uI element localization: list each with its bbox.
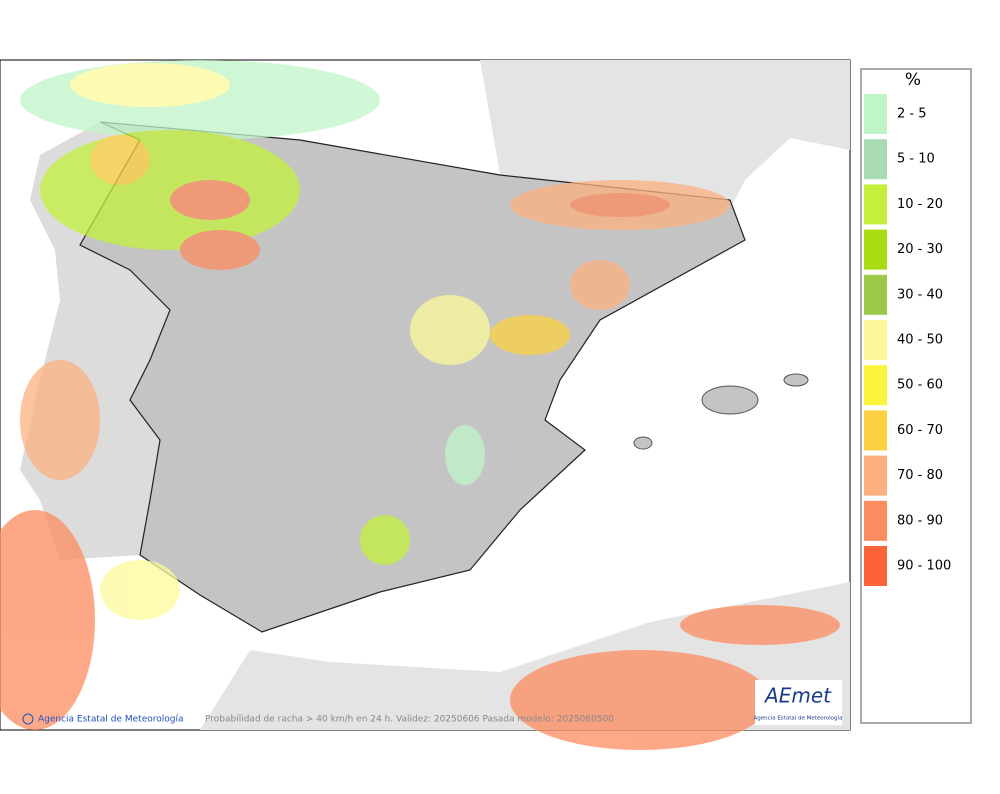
legend-swatch bbox=[864, 546, 887, 586]
footer-caption: Probabilidad de racha > 40 km/h en 24 h.… bbox=[205, 715, 614, 725]
legend-title: % bbox=[905, 70, 921, 90]
legend-swatch bbox=[864, 500, 887, 541]
legend-label: 90 - 100 bbox=[897, 559, 951, 574]
logo-subtitle: Agencia Estatal de Meteorología bbox=[754, 715, 843, 722]
legend-swatch bbox=[864, 455, 887, 496]
legend-swatch bbox=[864, 274, 887, 315]
legend-swatch bbox=[864, 365, 887, 406]
legend-label: 20 - 30 bbox=[897, 242, 943, 257]
france-land bbox=[480, 60, 850, 205]
island bbox=[701, 385, 759, 415]
legend-label: 60 - 70 bbox=[897, 423, 943, 438]
island bbox=[783, 373, 809, 387]
legend-swatch bbox=[864, 94, 887, 134]
probability-overlay bbox=[0, 60, 840, 750]
map bbox=[0, 59, 851, 750]
legend-swatch bbox=[864, 229, 887, 270]
legend-label: 2 - 5 bbox=[897, 107, 927, 122]
logo-name: AEmet bbox=[763, 684, 832, 708]
legend-swatch bbox=[864, 184, 887, 225]
legend-label: 10 - 20 bbox=[897, 197, 943, 212]
legend-label: 80 - 90 bbox=[897, 513, 943, 528]
legend-label: 70 - 80 bbox=[897, 468, 943, 483]
legend: % 2 - 5 5 - 10 10 - 20 20 - 30 30 - 40 40 - 5… bbox=[860, 68, 972, 724]
copyright-icon bbox=[22, 713, 34, 725]
island bbox=[633, 436, 653, 450]
legend-label: 50 - 60 bbox=[897, 378, 943, 393]
legend-swatch bbox=[864, 320, 887, 360]
legend-swatch bbox=[864, 410, 887, 451]
footer-agency: Agencia Estatal de Meteorología bbox=[38, 715, 184, 725]
logo: AEmet Agencia Estatal de Meteorología bbox=[754, 680, 843, 725]
legend-label: 30 - 40 bbox=[897, 287, 943, 302]
legend-label: 5 - 10 bbox=[897, 152, 935, 167]
legend-swatch bbox=[864, 139, 887, 180]
logo-box bbox=[755, 680, 842, 725]
legend-label: 40 - 50 bbox=[897, 333, 943, 348]
